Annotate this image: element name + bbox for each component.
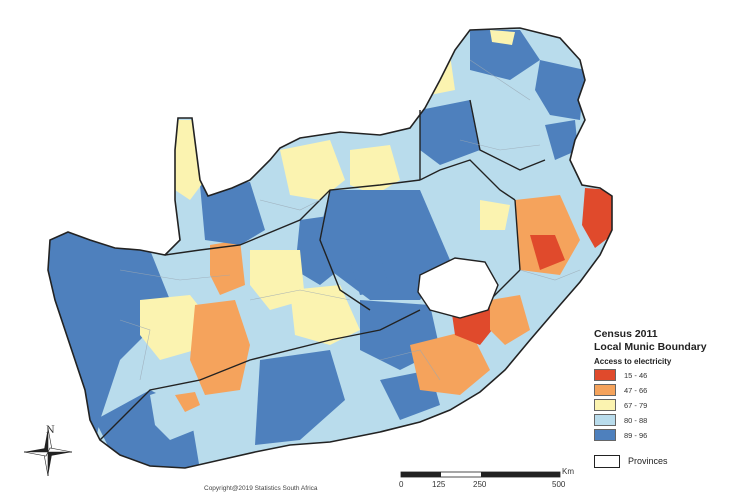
legend-swatch [594, 429, 616, 441]
municipality-ec-orange-2 [490, 295, 530, 345]
legend-subtitle: Local Munic Boundary [594, 341, 707, 353]
scale-unit: Km [562, 467, 574, 476]
municipality-limpopo-north [470, 30, 540, 80]
municipality-karoo-orange [190, 300, 250, 395]
legend-item: 80 - 88 [594, 413, 744, 427]
province-line-lp-mp [469, 99, 546, 171]
province-line-wc-ec [99, 309, 421, 441]
scale-tick-500: 500 [552, 480, 566, 489]
country-border [47, 27, 613, 469]
municipality-nw-yellow [280, 140, 345, 200]
scale-tick-125: 125 [432, 480, 446, 489]
municipality-mpumalanga-east [545, 120, 578, 160]
municipality-limpopo-east [535, 60, 585, 120]
legend-title: Census 2011 [594, 328, 658, 340]
legend-label: 89 - 96 [624, 430, 648, 440]
legend-swatch [594, 369, 616, 381]
legend-swatch [594, 384, 616, 396]
lesotho [417, 257, 499, 319]
municipality-sw-orange [175, 392, 200, 412]
north-label: N [46, 425, 55, 436]
municipality-kzn-north-red [582, 188, 612, 248]
legend-label: 47 - 66 [624, 385, 648, 395]
province-line-fs-ec [319, 189, 371, 311]
municipality-kzn-red [530, 235, 565, 270]
municipality-nc-yellow [225, 128, 275, 165]
municipality-gauteng-blue [420, 100, 480, 165]
province-line-nc-fs [164, 179, 421, 256]
municipality-nw-yellow-2 [350, 145, 400, 195]
legend-label: 67 - 79 [624, 400, 648, 410]
legend: Census 2011 Local Munic Boundary Access … [594, 328, 744, 468]
provinces-label: Provinces [628, 456, 668, 466]
legend-swatch [594, 399, 616, 411]
municipality-limpopo-yellow [490, 30, 515, 45]
provinces-swatch [594, 454, 620, 468]
legend-variable: Access to electricity [594, 357, 672, 366]
legend-item: 47 - 66 [594, 383, 744, 397]
legend-swatch [594, 414, 616, 426]
municipality-ec-west [255, 350, 345, 445]
copyright-text: Copyright@2019 Statistics South Africa [204, 485, 318, 492]
legend-item: 15 - 46 [594, 368, 744, 382]
district-lines [119, 59, 581, 381]
province-boundaries [99, 99, 546, 441]
municipality-ec-orange [410, 330, 490, 395]
legend-item: 89 - 96 [594, 428, 744, 442]
legend-items: 15 - 46 47 - 66 67 - 79 80 - 88 89 - 96 [594, 368, 744, 442]
municipality-fs-south [350, 255, 390, 295]
legend-label: 80 - 88 [624, 415, 648, 425]
legend-label: 15 - 46 [624, 370, 648, 380]
municipality-free-state-south [295, 215, 345, 285]
municipality-orange-north [210, 240, 245, 295]
province-line-gp-mp [419, 159, 516, 201]
scale-tick-0: 0 [399, 480, 404, 489]
municipality-mp-yellow [480, 200, 510, 230]
municipality-free-state-west [320, 190, 450, 300]
municipality-siyanda [200, 182, 265, 245]
legend-provinces: Provinces [594, 454, 744, 468]
scale-bar [400, 471, 561, 478]
scale-tick-250: 250 [473, 480, 487, 489]
legend-item: 67 - 79 [594, 398, 744, 412]
municipality-karoo-mid-yellow [290, 285, 360, 345]
north-arrow [23, 427, 73, 477]
